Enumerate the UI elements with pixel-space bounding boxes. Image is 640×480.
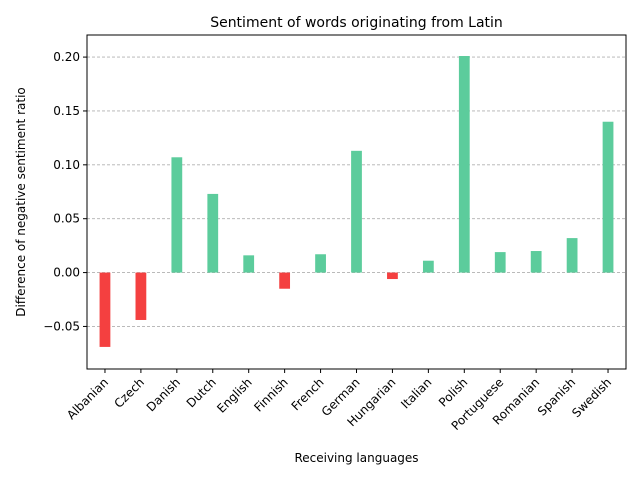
y-tick-label: 0.05 (53, 212, 80, 226)
bar-italian (422, 260, 434, 273)
bar-spanish (566, 238, 578, 273)
x-tick-label: Polish (436, 375, 470, 409)
bar-finnish (279, 272, 291, 289)
y-axis-label: Difference of negative sentiment ratio (14, 87, 28, 317)
bar-albanian (99, 272, 111, 347)
x-tick-label: Finnish (251, 375, 290, 414)
bar-hungarian (387, 272, 398, 280)
chart-title: Sentiment of words originating from Lati… (210, 15, 503, 31)
y-tick-label: 0.10 (53, 158, 80, 172)
bar-portuguese (494, 252, 506, 273)
bar-polish (458, 56, 470, 273)
bar-german (351, 150, 362, 273)
bar-dutch (207, 193, 219, 273)
x-axis-label: Receiving languages (294, 451, 418, 465)
bar-french (315, 254, 326, 273)
x-tick-label: Dutch (184, 375, 219, 410)
x-tick-label: English (214, 375, 255, 416)
y-tick-label: −0.05 (43, 319, 80, 333)
bars-layer (99, 56, 614, 347)
bar-czech (135, 272, 147, 320)
x-tick-label: Danish (144, 375, 183, 414)
x-tick-label: Swedish (569, 375, 614, 420)
y-tick-label: 0.20 (53, 50, 80, 64)
x-tick-label: Czech (111, 375, 147, 411)
x-tick-label: Albanian (64, 375, 111, 422)
bar-danish (171, 157, 183, 273)
y-axis: −0.05 0.00 0.05 0.10 0.15 0.20 (43, 50, 87, 333)
y-tick-label: 0.15 (53, 104, 80, 118)
bar-romanian (530, 251, 542, 273)
y-tick-label: 0.00 (53, 266, 80, 280)
bar-swedish (602, 121, 614, 273)
bar-english (243, 255, 255, 273)
x-tick-label: Italian (398, 375, 434, 411)
